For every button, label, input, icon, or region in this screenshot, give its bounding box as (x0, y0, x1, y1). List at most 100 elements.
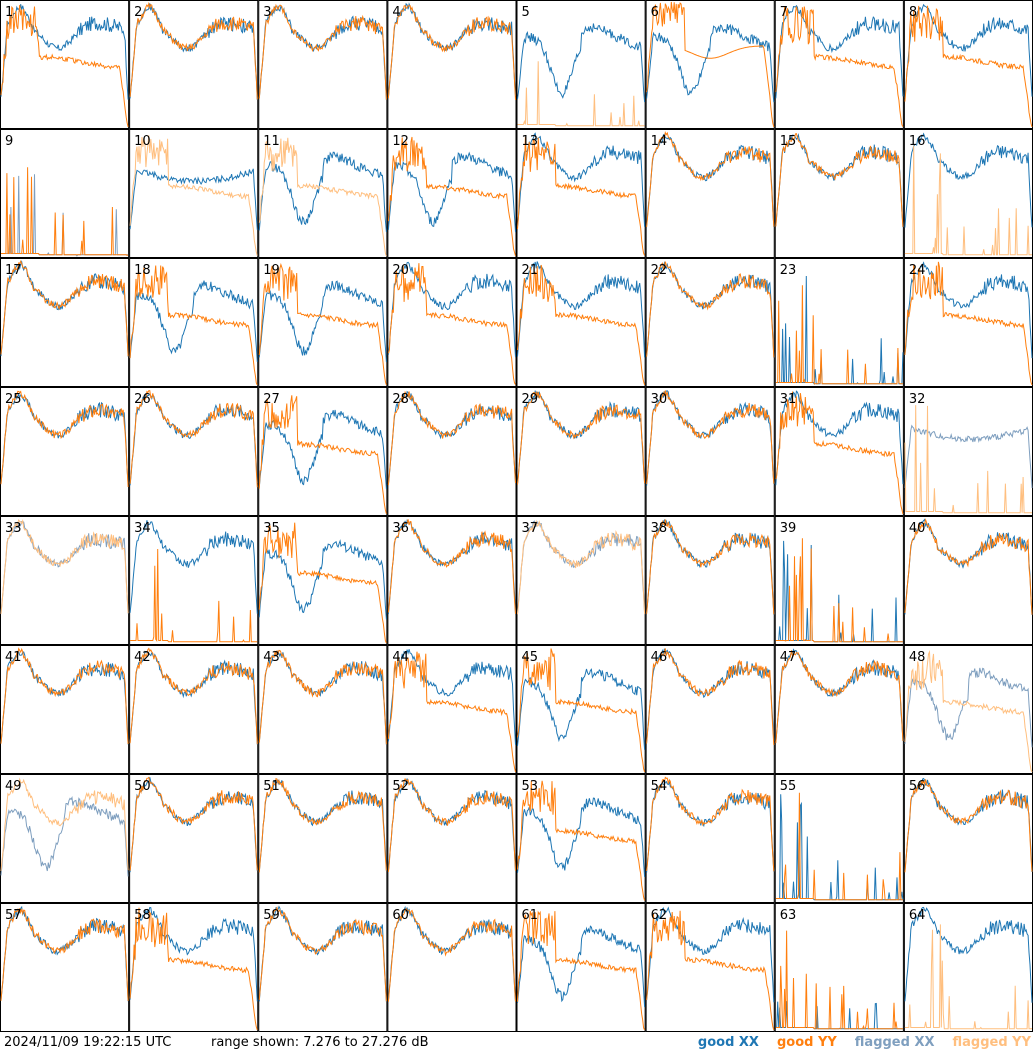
panel-label: 38 (651, 521, 668, 536)
panel-label: 44 (392, 650, 409, 665)
panel-50: 50 (129, 774, 259, 903)
series-yy-line (904, 518, 1033, 615)
panel-62: 62 (645, 903, 775, 1032)
panel-29: 29 (516, 387, 646, 516)
panel-47: 47 (774, 645, 904, 774)
panel-frame (903, 774, 1033, 903)
series-yy-line (904, 779, 1033, 873)
series-yy-line (0, 647, 129, 745)
series-yy-line (0, 390, 129, 488)
series-yy-line (258, 395, 387, 514)
panel-label: 51 (263, 779, 280, 794)
series-xx-line (904, 906, 1033, 1003)
panel-30: 30 (645, 387, 775, 516)
series-xx-line (129, 168, 258, 230)
panel-label: 52 (392, 779, 409, 794)
series-yy-line (775, 6, 904, 127)
panel-9: 9 (0, 129, 130, 258)
series-yy-line (1, 167, 129, 256)
panel-frame (387, 129, 517, 258)
series-yy-line (258, 137, 387, 257)
series-xx-line (775, 4, 904, 99)
series-xx-line (904, 3, 1033, 98)
footer: 2024/11/09 19:22:15 UTC range shown: 7.2… (0, 1032, 1033, 1053)
series-xx-line (904, 424, 1033, 489)
panel-25: 25 (0, 387, 130, 516)
panel-label: 30 (651, 392, 668, 407)
series-xx-line (129, 520, 258, 614)
panel-label: 15 (780, 134, 797, 149)
series-yy-line (775, 650, 904, 744)
series-yy-line (0, 260, 129, 357)
panel-4: 4 (387, 0, 517, 129)
panel-label: 46 (651, 650, 668, 665)
series-yy-line (646, 910, 775, 1031)
panel-60: 60 (387, 903, 517, 1032)
series-yy-line (129, 265, 258, 386)
series-yy-line (646, 519, 775, 615)
panel-frame (0, 0, 130, 129)
panel-label: 55 (780, 779, 797, 794)
series-yy-line (0, 907, 129, 1001)
series-xx-line (646, 23, 775, 103)
series-yy-line (129, 907, 258, 1031)
panel-frame (903, 129, 1033, 258)
series-xx-line (904, 667, 1033, 748)
series-xx-line (387, 649, 516, 745)
panel-label: 47 (780, 650, 797, 665)
series-xx-line (517, 261, 646, 358)
series-yy-line (646, 1, 775, 128)
panel-label: 56 (909, 779, 926, 794)
series-yy-line (258, 649, 387, 745)
panel-34: 34 (129, 516, 259, 645)
panel-frame (774, 903, 904, 1032)
series-yy-line (387, 778, 516, 873)
series-yy-line (387, 390, 516, 486)
series-xx-line (387, 261, 516, 358)
panel-51: 51 (258, 774, 388, 903)
panel-label: 63 (780, 908, 797, 923)
panel-label: 11 (263, 134, 280, 149)
series-yy-line (258, 262, 387, 386)
panel-label: 21 (522, 263, 539, 278)
panel-64: 64 (903, 903, 1033, 1032)
panel-label: 29 (522, 392, 539, 407)
panel-label: 39 (780, 521, 797, 536)
panel-label: 25 (5, 392, 22, 407)
panel-frame (903, 903, 1033, 1032)
panel-frame (903, 387, 1033, 516)
panel-frame (129, 774, 259, 903)
panel-label: 10 (134, 134, 151, 149)
legend-entry-flagged-XX: flagged XX (854, 1035, 935, 1050)
panel-label: 33 (5, 521, 22, 536)
panel-label: 57 (5, 908, 22, 923)
series-yy-line (130, 548, 258, 643)
panel-label: 45 (522, 650, 539, 665)
series-yy-line (387, 4, 516, 101)
series-xx-line (258, 409, 387, 490)
panel-18: 18 (129, 258, 259, 387)
series-yy-line (387, 651, 516, 773)
series-xx-line (0, 795, 129, 877)
panel-frame (0, 129, 130, 258)
panel-label: 28 (392, 392, 409, 407)
series-yy-line (904, 5, 1033, 128)
panel-27: 27 (258, 387, 388, 516)
panel-59: 59 (258, 903, 388, 1032)
panel-53: 53 (516, 774, 646, 903)
panel-label: 12 (392, 134, 409, 149)
panel-36: 36 (387, 516, 517, 645)
panel-label: 2 (134, 5, 142, 20)
series-yy-line (775, 391, 904, 515)
series-xx-line (129, 280, 258, 362)
series-yy-line (517, 390, 646, 485)
series-xx-line (258, 280, 387, 363)
panel-label: 19 (263, 263, 280, 278)
series-xx-line (0, 4, 129, 100)
series-yy-line (646, 130, 775, 228)
panel-3: 3 (258, 0, 388, 129)
series-xx-line (904, 132, 1033, 228)
panel-label: 49 (5, 779, 22, 794)
series-yy-line (904, 924, 1032, 1030)
panel-57: 57 (0, 903, 130, 1032)
